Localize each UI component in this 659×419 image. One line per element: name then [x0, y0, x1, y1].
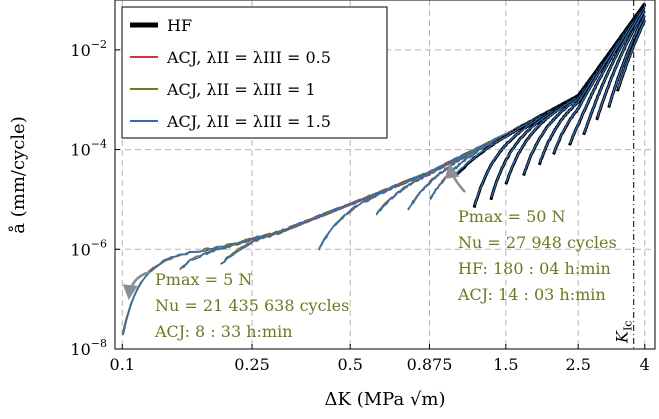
legend-box: [121, 6, 388, 139]
x-tick-label: 0.25: [234, 355, 270, 374]
y-tick-label: 10−2: [70, 38, 107, 60]
annotation-text: Pmax = 50 N: [458, 207, 566, 226]
x-axis-label: ΔK (MPa √m): [325, 389, 446, 410]
annotation-text: ACJ: 14 : 03 h:min: [457, 285, 606, 304]
annotation-text: Nu = 21 435 638 cycles: [155, 296, 349, 315]
y-tick-label: 10−6: [70, 237, 107, 259]
legend: HF ACJ, λII = λIII = 0.5 ACJ, λII = λIII =…: [121, 6, 388, 139]
legend-label: ACJ, λII = λIII = 1: [166, 80, 316, 99]
y-axis-ticks: 10−8 10−6 10−4 10−2: [70, 38, 120, 359]
y-tick-label: 10−4: [70, 138, 107, 160]
x-tick-label: 0.1: [110, 355, 135, 374]
data-curves: [121, 2, 647, 336]
annotation-arrow: [444, 163, 466, 193]
annotation-text: HF: 180 : 04 h:min: [458, 259, 611, 278]
x-axis-ticks: 0.1 0.25 0.5 0.875 1.5 2.5 4: [110, 344, 650, 374]
acj-overlay-curve: [569, 4, 646, 144]
plot-frame: [114, 0, 656, 350]
kic-label: KIc: [613, 321, 635, 344]
acj-overlay-curve: [583, 6, 646, 134]
x-tick-label: 2.5: [565, 355, 590, 374]
annotation-arrow: [122, 270, 151, 300]
annotation-text: Pmax = 5 N: [155, 270, 252, 289]
x-tick-label: 1.5: [493, 355, 518, 374]
legend-label: HF: [167, 16, 192, 35]
y-tick-label: 10−8: [70, 337, 107, 359]
acj-overlay-curve: [608, 14, 646, 106]
kic-marker: KIc: [613, 0, 635, 349]
legend-label: ACJ, λII = λIII = 0.5: [166, 48, 331, 67]
y-axis-label: å (mm/cycle): [7, 116, 29, 233]
annotations: Pmax = 50 N Nu = 27 948 cycles HF: 180 : 0…: [122, 163, 617, 341]
acj-overlay-curve: [596, 10, 646, 118]
annotation-text: ACJ: 8 : 33 h:min: [154, 322, 293, 341]
x-tick-label: 0.5: [337, 355, 362, 374]
legend-label: ACJ, λII = λIII = 1.5: [166, 112, 331, 131]
x-tick-label: 4: [640, 355, 650, 374]
x-tick-label: 0.875: [407, 355, 453, 374]
acj-overlay-curve: [617, 20, 646, 90]
annotation-text: Nu = 27 948 cycles: [458, 233, 617, 252]
